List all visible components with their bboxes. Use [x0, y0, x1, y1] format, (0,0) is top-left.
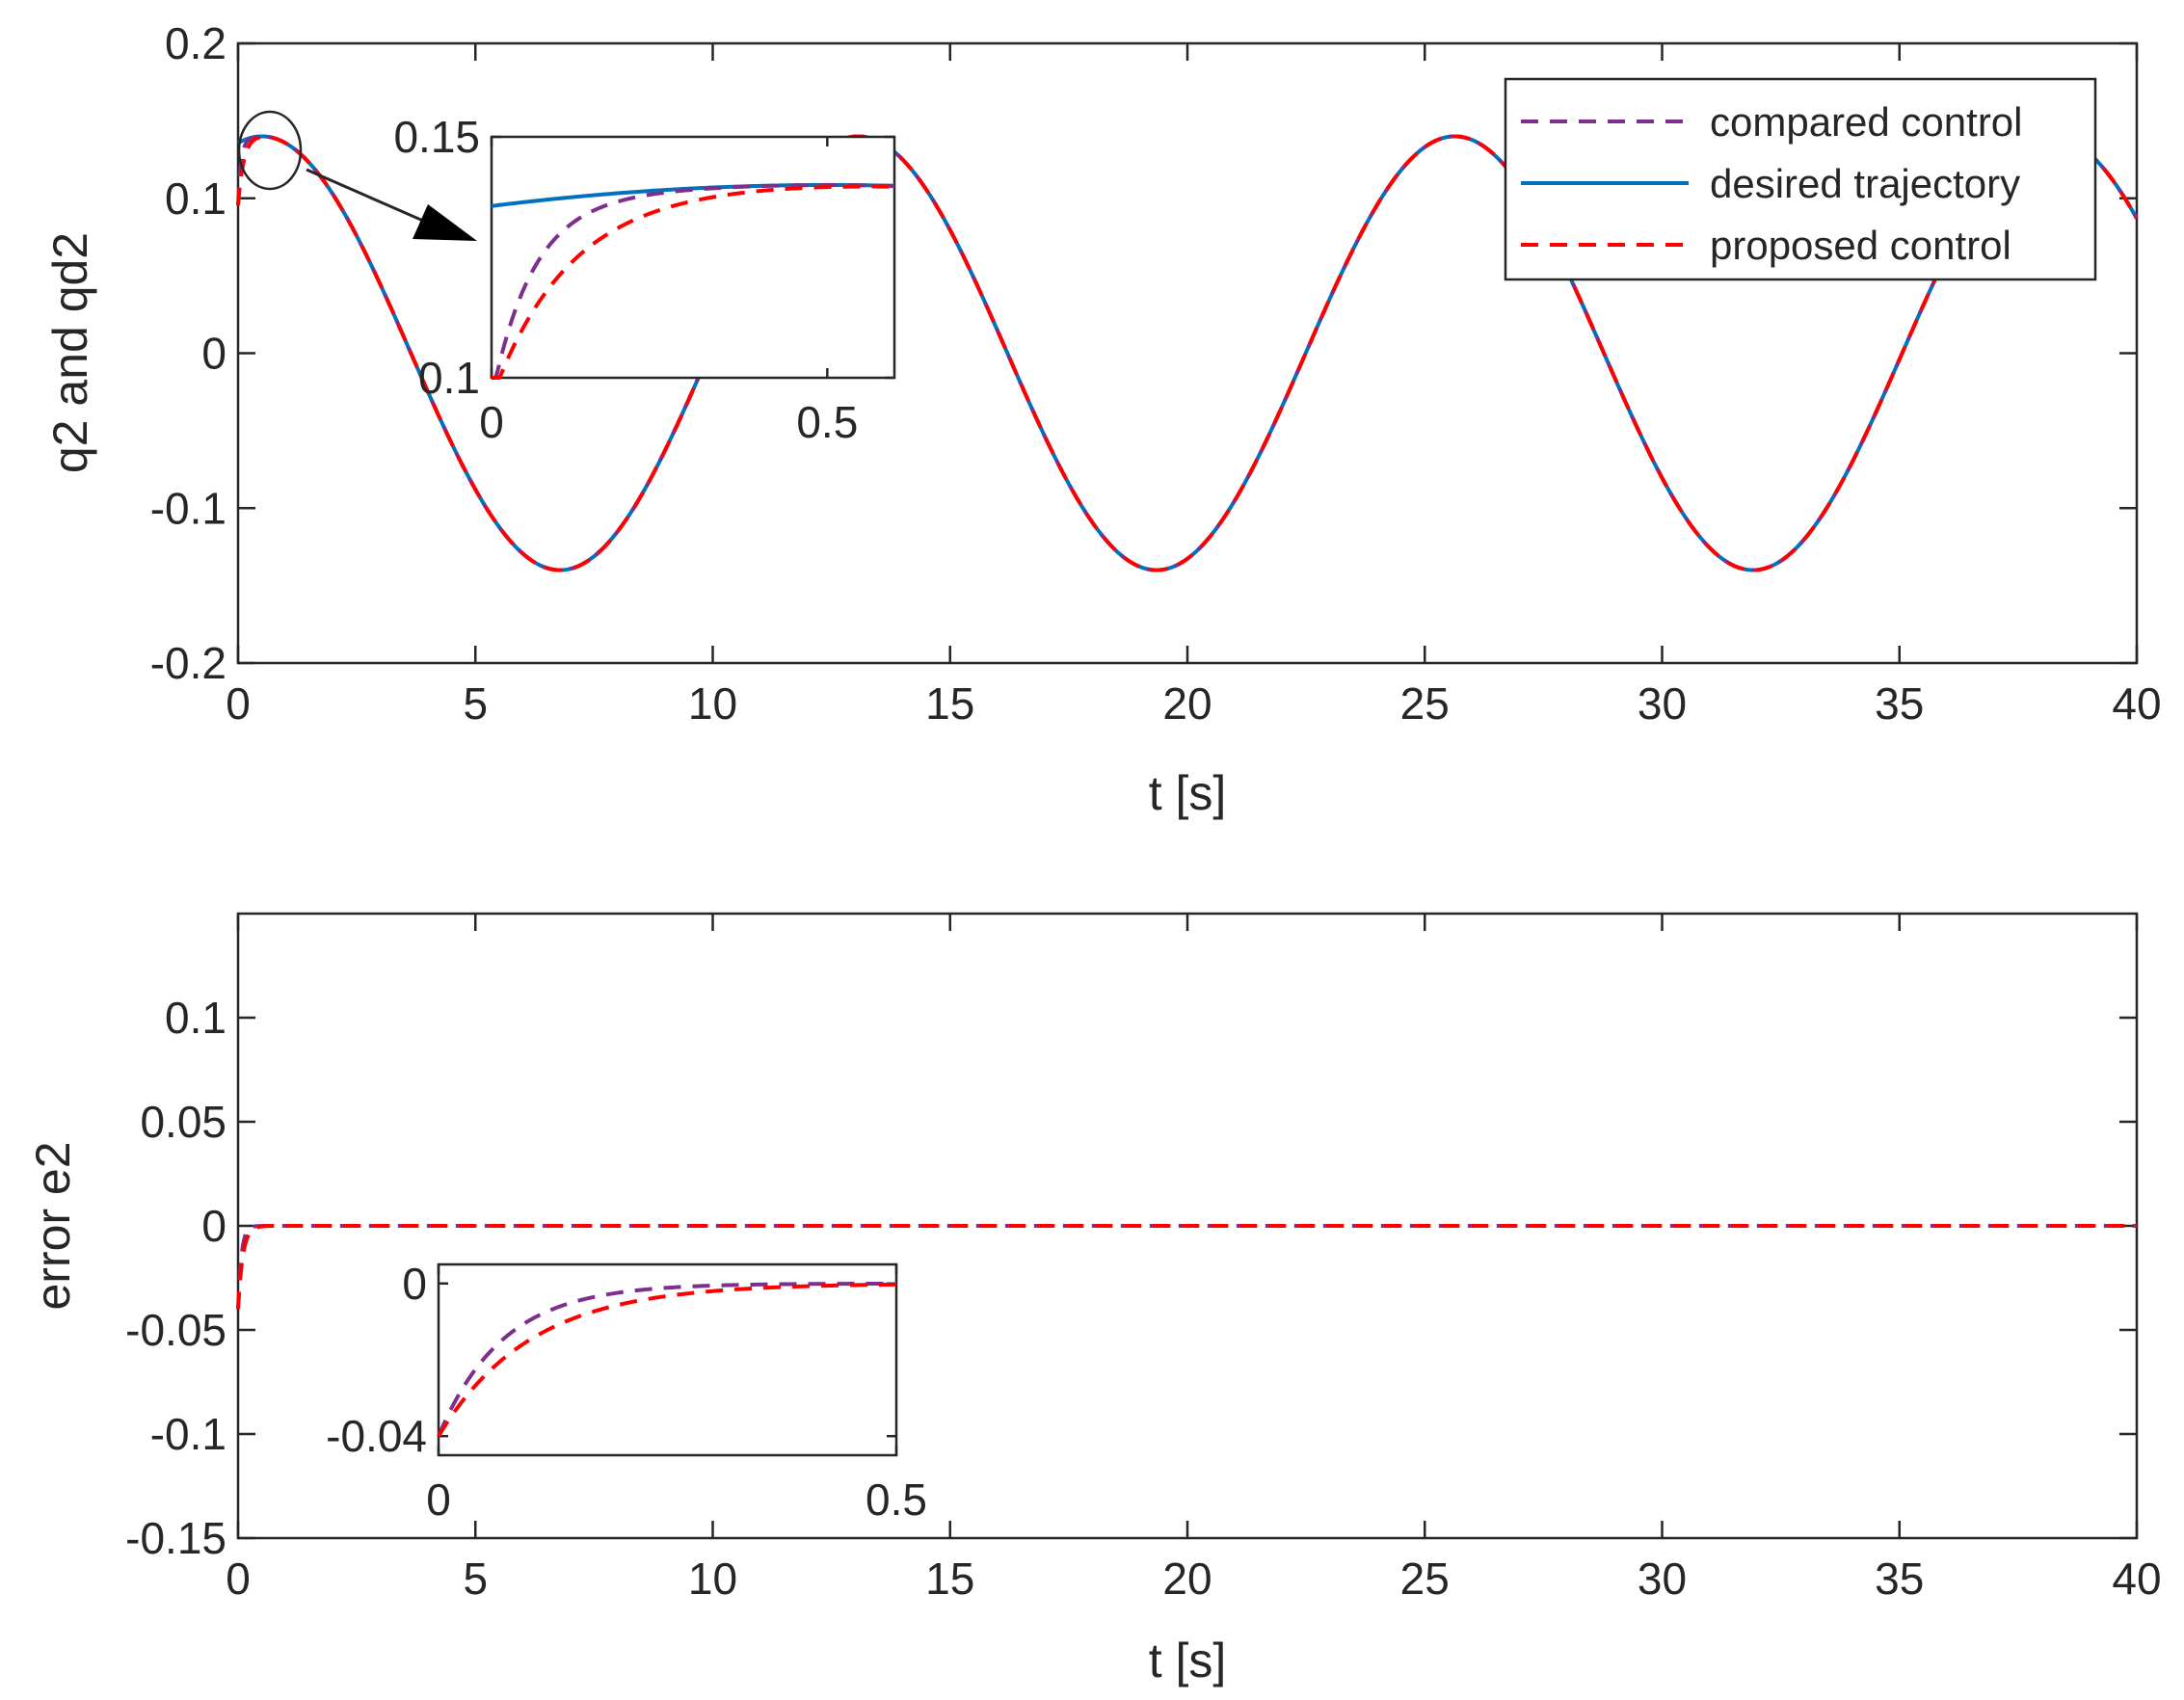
- top-chart: 0 5 10 15 20 25 30 35 40-0.2-0.100.10.2t [s]q2 a…: [43, 18, 2162, 820]
- bottom-inset-series-proposed-control: [437, 1282, 897, 1438]
- legend-label-desired-trajectory: desired trajectory: [1710, 161, 2020, 206]
- bottom-ytick-label: 0.05: [140, 1097, 226, 1147]
- zoom-circle: [237, 110, 303, 191]
- bottom-ytick-label: 0: [201, 1201, 226, 1251]
- bottom-xlabel: t [s]: [1149, 1634, 1227, 1687]
- top-inset-xtick-label: 0.5: [796, 397, 858, 447]
- top-ytick-label: 0.1: [165, 173, 226, 224]
- bottom-series-proposed-control: [236, 1224, 2138, 1310]
- bottom-inset-plot-area: [439, 1264, 896, 1455]
- top-inset-axes-frame: [490, 135, 896, 380]
- bottom-ytick-label: -0.15: [125, 1513, 226, 1563]
- top-inset-ytick-label: 0.1: [418, 353, 480, 403]
- legend: compared control desired trajectory propos…: [1504, 77, 2097, 281]
- zoom-arrow-head: [413, 204, 477, 241]
- top-xtick-label: 25: [1400, 678, 1450, 729]
- top-inset-series-compared-control: [492, 183, 895, 380]
- top-xtick-label: 5: [463, 678, 488, 729]
- top-xtick-label: 35: [1875, 678, 1924, 729]
- bottom-inset-xtick-label: 0.5: [866, 1474, 927, 1525]
- top-xtick-label: 0: [226, 678, 251, 729]
- top-inset-xtick-label: 0: [479, 397, 504, 447]
- bottom-xtick-label: 0: [226, 1554, 251, 1604]
- top-xtick-label: 40: [2112, 678, 2161, 729]
- bottom-xtick-label: 40: [2112, 1554, 2161, 1604]
- bottom-inset: 0 0.5 -0.04 0: [326, 1259, 927, 1525]
- bottom-ytick-label: 0.1: [165, 993, 226, 1043]
- top-inset: 0 0.5 0.1 0.15: [393, 112, 896, 447]
- bottom-inset-series-compared-control: [437, 1281, 896, 1437]
- bottom-xtick-label: 15: [925, 1554, 974, 1604]
- top-xtick-label: 10: [688, 678, 737, 729]
- legend-label-proposed-control: proposed control: [1710, 223, 2011, 268]
- bottom-xtick-label: 30: [1638, 1554, 1687, 1604]
- top-ytick-label: 0.2: [165, 18, 226, 68]
- legend-label-compared-control: compared control: [1710, 99, 2023, 145]
- bottom-inset-ytick-label: 0: [402, 1259, 427, 1309]
- bottom-inset-xtick-label: 0: [426, 1474, 451, 1525]
- top-ylabel: q2 and qd2: [43, 232, 97, 473]
- bottom-xtick-label: 20: [1162, 1554, 1212, 1604]
- top-xlabel: t [s]: [1149, 766, 1227, 820]
- top-xtick-label: 30: [1638, 678, 1687, 729]
- bottom-inset-ytick-label: -0.04: [326, 1411, 427, 1461]
- bottom-chart: 0 5 10 15 20 25 30 35 40-0.15-0.1-0.0500.050.1t …: [26, 912, 2162, 1687]
- bottom-ytick-label: -0.05: [125, 1305, 226, 1355]
- bottom-xtick-label: 5: [463, 1554, 488, 1604]
- top-ytick-label: -0.2: [150, 638, 226, 688]
- top-ytick-label: -0.1: [150, 483, 226, 533]
- zoom-arrow-line: [306, 168, 439, 229]
- legend-box: [1504, 77, 2097, 281]
- bottom-ytick-label: -0.1: [150, 1409, 226, 1459]
- bottom-xtick-label: 10: [688, 1554, 737, 1604]
- bottom-xtick-label: 25: [1400, 1554, 1450, 1604]
- top-inset-plot-area: [492, 137, 894, 378]
- top-inset-ytick-label: 0.15: [393, 112, 480, 162]
- bottom-ylabel: error e2: [26, 1141, 80, 1310]
- top-ytick-label: 0: [201, 329, 226, 379]
- top-inset-series-proposed-control: [492, 184, 895, 380]
- top-xtick-label: 20: [1162, 678, 1212, 729]
- top-xtick-label: 15: [925, 678, 974, 729]
- bottom-inset-axes-frame: [437, 1262, 898, 1457]
- top-series-proposed-control: [236, 134, 2139, 572]
- bottom-xtick-label: 35: [1875, 1554, 1924, 1604]
